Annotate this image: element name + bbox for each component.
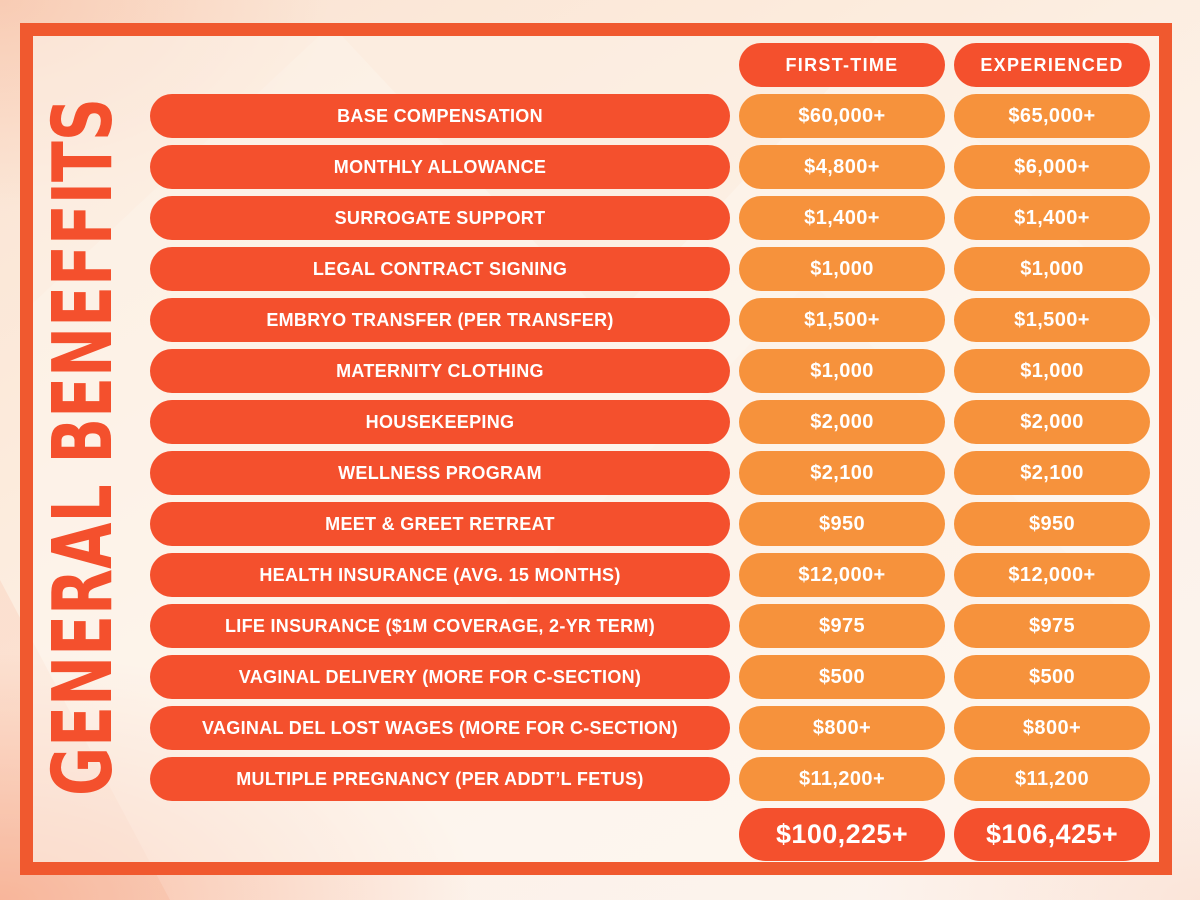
value-pill-first-time: $2,100 [739, 451, 945, 495]
value-pill-first-time: $4,800+ [739, 145, 945, 189]
total-first-time: $100,225+ [739, 808, 945, 861]
benefit-label: HEALTH INSURANCE (AVG. 15 MONTHS) [150, 553, 730, 597]
value-pill-experienced: $975 [954, 604, 1150, 648]
table-row: MULTIPLE PREGNANCY (PER ADDT’L FETUS) $1… [150, 757, 1150, 801]
value-pill-experienced: $1,000 [954, 349, 1150, 393]
total-experienced: $106,425+ [954, 808, 1150, 861]
table-row: LIFE INSURANCE ($1M COVERAGE, 2-YR TERM)… [150, 604, 1150, 648]
table-row: MONTHLY ALLOWANCE $4,800+ $6,000+ [150, 145, 1150, 189]
benefit-label: WELLNESS PROGRAM [150, 451, 730, 495]
benefit-label: VAGINAL DELIVERY (MORE FOR C-SECTION) [150, 655, 730, 699]
value-pill-experienced: $2,000 [954, 400, 1150, 444]
benefit-label: HOUSEKEEPING [150, 400, 730, 444]
benefits-table: FIRST-TIME EXPERIENCED BASE COMPENSATION… [150, 43, 1150, 861]
table-row: MATERNITY CLOTHING $1,000 $1,000 [150, 349, 1150, 393]
benefit-label: MEET & GREET RETREAT [150, 502, 730, 546]
benefit-label: LEGAL CONTRACT SIGNING [150, 247, 730, 291]
benefit-label: MATERNITY CLOTHING [150, 349, 730, 393]
benefit-label: MONTHLY ALLOWANCE [150, 145, 730, 189]
value-pill-first-time: $2,000 [739, 400, 945, 444]
value-pill-first-time: $975 [739, 604, 945, 648]
value-pill-experienced: $1,500+ [954, 298, 1150, 342]
totals-spacer [150, 808, 730, 861]
table-row: EMBRYO TRANSFER (PER TRANSFER) $1,500+ $… [150, 298, 1150, 342]
table-row: HOUSEKEEPING $2,000 $2,000 [150, 400, 1150, 444]
header-spacer [150, 43, 730, 87]
totals-row: $100,225+ $106,425+ [150, 808, 1150, 861]
value-pill-first-time: $11,200+ [739, 757, 945, 801]
value-pill-first-time: $950 [739, 502, 945, 546]
table-row: HEALTH INSURANCE (AVG. 15 MONTHS) $12,00… [150, 553, 1150, 597]
header-row: FIRST-TIME EXPERIENCED [150, 43, 1150, 87]
benefit-label: EMBRYO TRANSFER (PER TRANSFER) [150, 298, 730, 342]
value-pill-first-time: $800+ [739, 706, 945, 750]
value-pill-experienced: $1,400+ [954, 196, 1150, 240]
value-pill-experienced: $1,000 [954, 247, 1150, 291]
value-pill-experienced: $2,100 [954, 451, 1150, 495]
benefit-label: LIFE INSURANCE ($1M COVERAGE, 2-YR TERM) [150, 604, 730, 648]
value-pill-experienced: $800+ [954, 706, 1150, 750]
table-row: VAGINAL DEL LOST WAGES (MORE FOR C-SECTI… [150, 706, 1150, 750]
value-pill-first-time: $60,000+ [739, 94, 945, 138]
column-header-experienced: EXPERIENCED [954, 43, 1150, 87]
benefit-label: BASE COMPENSATION [150, 94, 730, 138]
table-row: MEET & GREET RETREAT $950 $950 [150, 502, 1150, 546]
value-pill-first-time: $1,500+ [739, 298, 945, 342]
value-pill-first-time: $1,000 [739, 349, 945, 393]
value-pill-first-time: $1,000 [739, 247, 945, 291]
page-title: GENERAL BENEFFITS [36, 98, 131, 796]
benefit-label: VAGINAL DEL LOST WAGES (MORE FOR C-SECTI… [150, 706, 730, 750]
value-pill-experienced: $500 [954, 655, 1150, 699]
value-pill-first-time: $1,400+ [739, 196, 945, 240]
table-row: SURROGATE SUPPORT $1,400+ $1,400+ [150, 196, 1150, 240]
value-pill-experienced: $11,200 [954, 757, 1150, 801]
value-pill-experienced: $6,000+ [954, 145, 1150, 189]
value-pill-first-time: $12,000+ [739, 553, 945, 597]
table-row: WELLNESS PROGRAM $2,100 $2,100 [150, 451, 1150, 495]
table-row: VAGINAL DELIVERY (MORE FOR C-SECTION) $5… [150, 655, 1150, 699]
value-pill-first-time: $500 [739, 655, 945, 699]
column-header-first-time: FIRST-TIME [739, 43, 945, 87]
table-row: BASE COMPENSATION $60,000+ $65,000+ [150, 94, 1150, 138]
value-pill-experienced: $950 [954, 502, 1150, 546]
value-pill-experienced: $12,000+ [954, 553, 1150, 597]
benefit-label: SURROGATE SUPPORT [150, 196, 730, 240]
table-row: LEGAL CONTRACT SIGNING $1,000 $1,000 [150, 247, 1150, 291]
benefit-label: MULTIPLE PREGNANCY (PER ADDT’L FETUS) [150, 757, 730, 801]
value-pill-experienced: $65,000+ [954, 94, 1150, 138]
